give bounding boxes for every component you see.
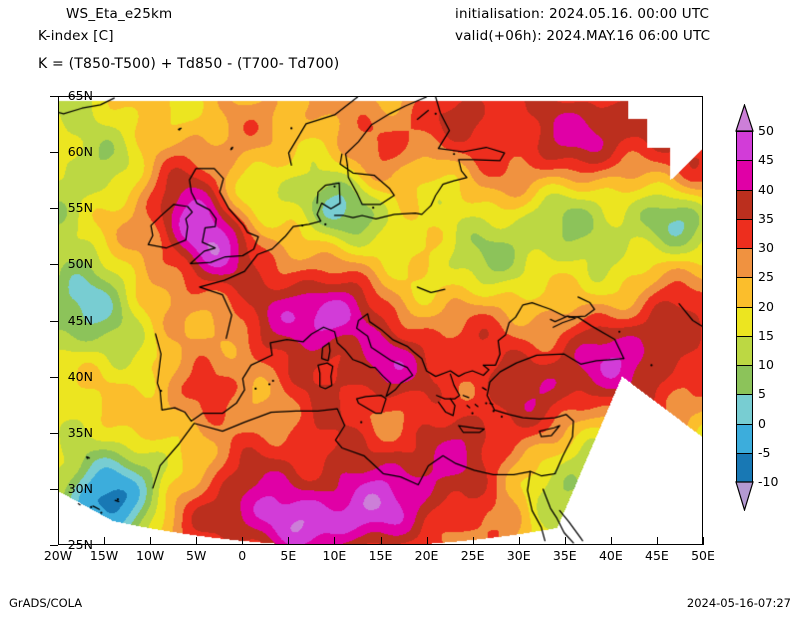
latitude-tick-mark [50, 264, 58, 266]
latitude-tick-mark [50, 376, 58, 378]
colorbar-band [737, 190, 752, 220]
latitude-tick-mark [50, 208, 58, 210]
colorbar-tick-label: 15 [758, 327, 774, 343]
latitude-tick-label: 25N [67, 537, 93, 552]
longitude-tick-mark [196, 537, 198, 545]
colorbar-band [737, 424, 752, 454]
longitude-tick-label: 45E [645, 548, 669, 563]
map-plot-area[interactable] [58, 96, 703, 545]
latitude-tick-label: 35N [67, 424, 93, 440]
colorbar-tick-label: -10 [758, 474, 779, 489]
formula-text: K = (T850-T500) + Td850 - (T700- Td700) [38, 56, 340, 72]
longitude-tick-label: 25E [460, 548, 485, 563]
colorbar-tick-label: 10 [758, 357, 774, 372]
latitude-tick-mark [50, 96, 58, 97]
colorbar-tick-label: 45 [758, 152, 774, 168]
longitude-tick-mark [242, 537, 244, 545]
latitude-tick-mark [50, 488, 58, 490]
longitude-tick-mark [472, 537, 474, 545]
longitude-tick-mark [703, 537, 704, 545]
colorbar [736, 131, 753, 483]
initialisation-time: initialisation: 2024.05.16. 00:00 UTC [455, 6, 710, 22]
colorbar-band [737, 366, 752, 396]
longitude-tick-label: 15E [368, 548, 393, 563]
generated-timestamp: 2024-05-16-07:27 [686, 596, 791, 610]
longitude-tick-label: 20W [43, 548, 73, 563]
colorbar-band [737, 336, 752, 366]
longitude-tick-mark [656, 537, 658, 545]
longitude-tick-label: 40E [598, 548, 623, 563]
latitude-tick-label: 30N [67, 480, 93, 496]
credit-label: GrADS/COLA [9, 596, 83, 610]
latitude-tick-label: 45N [67, 312, 93, 328]
longitude-tick-mark [380, 537, 382, 545]
longitude-tick-label: 10W [136, 548, 165, 563]
longitude-tick-mark [104, 537, 106, 545]
longitude-tick-label: 15W [89, 548, 119, 563]
colorbar-tick-label: 25 [758, 269, 774, 285]
longitude-tick-mark [610, 537, 612, 545]
colorbar-tick-label: 0 [758, 415, 766, 431]
colorbar-tick-label: 20 [758, 298, 774, 314]
valid-time: valid(+06h): 2024.MAY.16 06:00 UTC [455, 28, 711, 44]
latitude-tick-label: 50N [67, 256, 93, 272]
k-index-contour-field [59, 97, 702, 544]
latitude-tick-label: 65N [67, 88, 93, 103]
longitude-tick-label: 5E [280, 548, 297, 563]
latitude-tick-label: 60N [67, 144, 93, 160]
colorbar-tick-label: 35 [758, 210, 774, 226]
longitude-tick-label: 10E [322, 548, 347, 563]
model-name: WS_Eta_e25km [66, 6, 173, 22]
colorbar-over-cap [735, 103, 754, 132]
longitude-tick-label: 30E [506, 548, 531, 563]
colorbar-tick-label: 40 [758, 181, 774, 197]
longitude-tick-label: 20E [414, 548, 439, 563]
longitude-tick-label: 50E [691, 548, 715, 563]
latitude-tick-mark [50, 432, 58, 434]
colorbar-band [737, 453, 752, 483]
latitude-tick-mark [50, 320, 58, 322]
longitude-tick-label: 5W [186, 548, 207, 563]
longitude-tick-mark [334, 537, 336, 545]
longitude-tick-mark [518, 537, 520, 545]
colorbar-band [737, 395, 752, 425]
colorbar-tick-label: 30 [758, 240, 774, 255]
colorbar-band [737, 219, 752, 249]
longitude-tick-label: 35E [552, 548, 577, 563]
longitude-tick-mark [288, 537, 290, 545]
colorbar-tick-label: 50 [758, 123, 774, 138]
longitude-tick-label: 0 [238, 548, 247, 563]
colorbar-band [737, 132, 752, 162]
colorbar-under-cap [735, 481, 754, 513]
latitude-tick-mark [50, 152, 58, 154]
longitude-tick-mark [564, 537, 566, 545]
colorbar-band [737, 249, 752, 279]
latitude-tick-mark [50, 545, 58, 546]
longitude-tick-mark [58, 537, 59, 545]
colorbar-band [737, 278, 752, 308]
longitude-tick-mark [426, 537, 428, 545]
colorbar-tick-label: -5 [758, 444, 771, 460]
latitude-tick-label: 55N [67, 200, 93, 216]
colorbar-tick-label: 5 [758, 386, 766, 402]
longitude-tick-mark [150, 537, 152, 545]
colorbar-band [737, 161, 752, 191]
colorbar-band [737, 307, 752, 337]
latitude-tick-label: 40N [67, 368, 93, 384]
field-name: K-index [C] [38, 28, 114, 44]
